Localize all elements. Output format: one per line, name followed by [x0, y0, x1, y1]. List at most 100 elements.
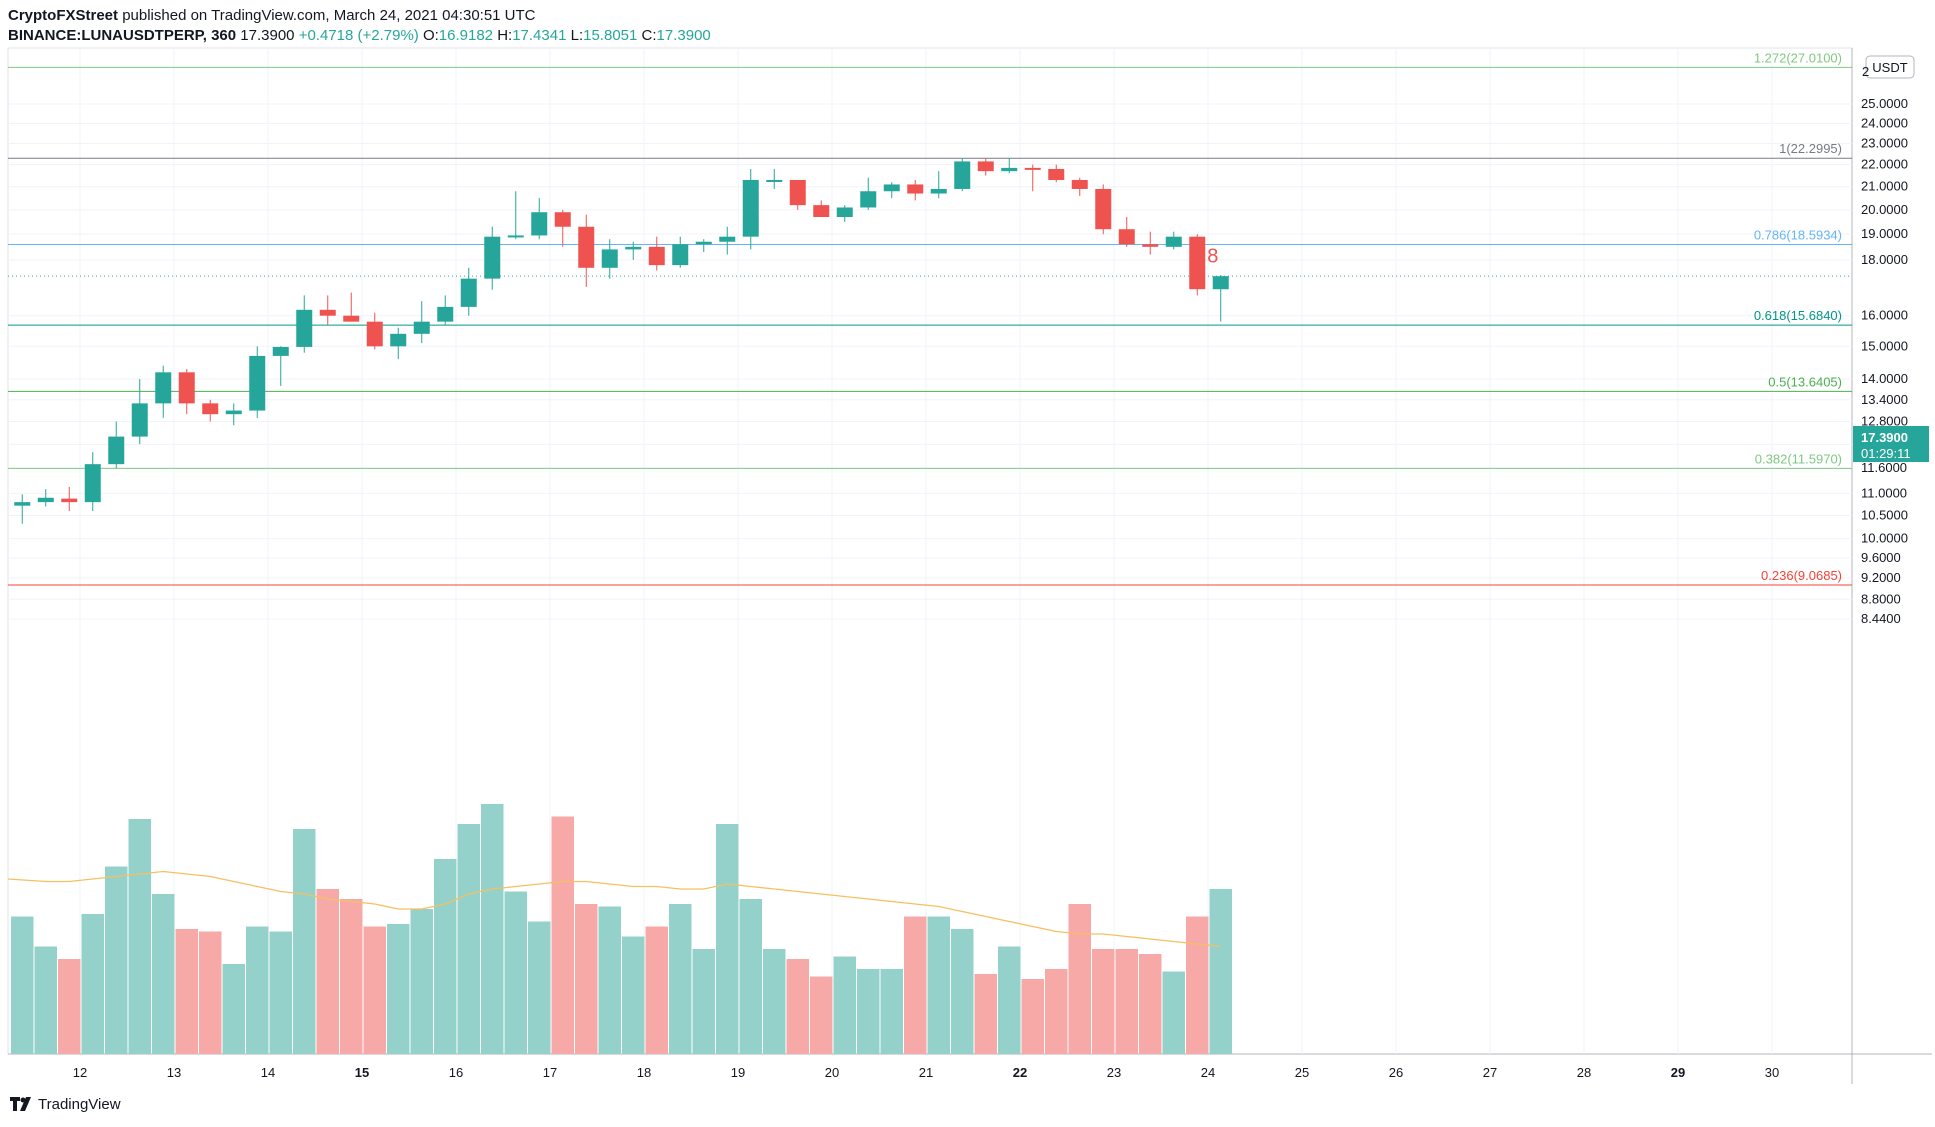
symbol-label[interactable]: BINANCE:LUNAUSDTPERP, 360 [8, 27, 237, 44]
volume-bar [622, 936, 645, 1054]
candle-body [672, 244, 689, 266]
volume-bar [457, 824, 480, 1054]
open-value: 16.9182 [438, 27, 494, 44]
candle-body [860, 191, 877, 208]
fib-levels[interactable]: 1.272(27.0100) 1(22.2995) 0.786(18.5934) 0.… [8, 50, 1852, 586]
date-label: 16 [449, 1065, 463, 1080]
candle-body [554, 212, 571, 227]
candle-body [484, 236, 501, 279]
candle-body [296, 309, 313, 347]
price-tick-label: 13.4000 [1861, 392, 1908, 407]
volume-bar [833, 956, 856, 1054]
candle-body [413, 321, 430, 334]
candle-body [319, 309, 336, 316]
volume-bar [387, 924, 410, 1054]
date-label: 15 [355, 1065, 369, 1080]
volume-ma [7, 870, 1221, 948]
candle-body [930, 188, 947, 194]
low-value: 15.8051 [583, 27, 638, 44]
candle-body [460, 278, 477, 307]
volume-bar [716, 824, 739, 1054]
price-tick-label: 10.5000 [1861, 507, 1908, 522]
volume-bar [11, 916, 34, 1054]
candle-body [766, 179, 783, 182]
candle-body [531, 212, 548, 236]
plot-frame [7, 47, 1853, 1055]
volume-bar [1186, 916, 1209, 1054]
candle-body [366, 321, 383, 347]
volume-bar [951, 929, 974, 1054]
volume-bar [810, 976, 833, 1054]
volume-bar [434, 859, 457, 1054]
candle-body [977, 161, 994, 172]
close-value: 17.3900 [656, 27, 711, 44]
price-tick-label: 24.0000 [1861, 115, 1908, 130]
date-label: 19 [731, 1065, 745, 1080]
date-label: 14 [261, 1065, 275, 1080]
candle-body [578, 226, 595, 268]
candle-body [1142, 244, 1159, 247]
volume-bar [246, 926, 269, 1054]
date-label: 20 [825, 1065, 839, 1080]
candles[interactable] [14, 158, 1229, 524]
volume-bar [481, 804, 504, 1054]
low-label: L: [570, 27, 584, 44]
volume-bar [669, 904, 692, 1054]
time-axis[interactable]: 12 13 14 15 16 17 18 19 20 21 22 23 24 25 26 27 28 29 30 [73, 1065, 1779, 1080]
volume-bar [128, 819, 151, 1054]
volume-bar [645, 926, 668, 1054]
volume-bar [857, 969, 880, 1054]
date-label: 13 [167, 1065, 181, 1080]
fib-label: 0.382(11.5970) [1755, 451, 1842, 466]
price-tick-label: 9.2000 [1861, 570, 1901, 585]
candle-body [1118, 229, 1135, 245]
price-tick-label: 15.0000 [1861, 338, 1908, 353]
price-tick-label: 22.0000 [1861, 157, 1908, 172]
publisher-name[interactable]: CryptoFXStreet [8, 7, 119, 24]
date-label: 17 [543, 1065, 557, 1080]
volume-bar [175, 929, 198, 1054]
price-tick-label: 18.0000 [1861, 252, 1908, 267]
candle-body [507, 235, 524, 238]
ohlc-legend: BINANCE:LUNAUSDTPERP, 360 17.3900 +0.471… [8, 26, 711, 46]
fib-label: 0.5(13.6405) [1768, 374, 1842, 389]
candle-body [1189, 236, 1206, 290]
volume-bar [528, 921, 551, 1054]
candle-body [695, 241, 712, 245]
candle-body [907, 184, 924, 194]
volume-bar [1115, 949, 1138, 1054]
currency-label: USDT [1872, 60, 1907, 75]
date-label: 25 [1295, 1065, 1309, 1080]
candle-body [1095, 188, 1112, 230]
candle-body [719, 236, 736, 242]
price-tick-label: 16.0000 [1861, 308, 1908, 323]
tradingview-branding[interactable]: TradingView [8, 1094, 121, 1114]
usdt-currency-badge[interactable]: USDT [1865, 55, 1915, 79]
candle-body [836, 207, 853, 218]
price-axis[interactable]: 25.0000 24.0000 23.0000 22.0000 21.0000 20.00… [1861, 96, 1908, 626]
close-label: C: [641, 27, 657, 44]
date-label: 21 [919, 1065, 933, 1080]
fib-label: 0.236(9.0685) [1761, 568, 1842, 583]
volume-ma-line [7, 870, 1221, 948]
date-label: 29 [1671, 1065, 1685, 1080]
date-label: 30 [1765, 1065, 1779, 1080]
price-tick-label: 10.0000 [1861, 531, 1908, 546]
candle-body [789, 179, 806, 206]
candle-body [225, 410, 242, 415]
candle-body [648, 246, 665, 266]
price-tick-label: 8.8000 [1861, 591, 1901, 606]
volume-bar [152, 894, 175, 1054]
candle-body [1212, 276, 1229, 290]
volume-bar [1045, 969, 1068, 1054]
candle-body [37, 497, 54, 503]
candle-body [155, 372, 172, 404]
volume-bar [739, 899, 762, 1054]
volume-bar [222, 964, 245, 1054]
annotation-8: 8 [1207, 245, 1218, 267]
volume-bar [363, 926, 386, 1054]
candle-body [108, 436, 125, 465]
volume-bar [293, 829, 316, 1054]
date-label: 26 [1389, 1065, 1403, 1080]
